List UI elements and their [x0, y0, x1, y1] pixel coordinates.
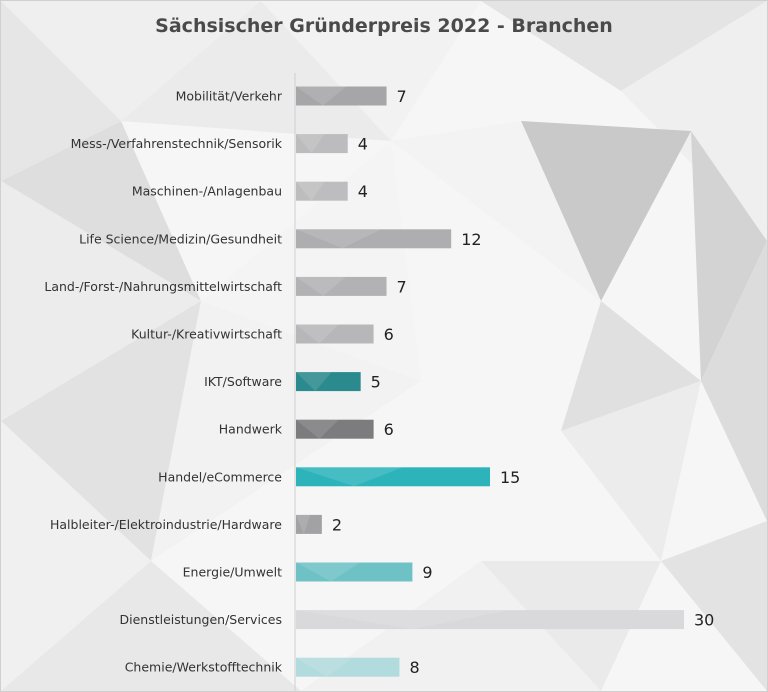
bars-layer: Mobilität/Verkehr 7 Mess-/Verfahrenstechni…	[44, 86, 714, 677]
data-label: 2	[332, 515, 342, 534]
bar[interactable]	[296, 514, 322, 534]
category-label: Kultur-/Kreativwirtschaft	[131, 327, 282, 342]
bar[interactable]	[296, 610, 684, 630]
bar[interactable]	[296, 562, 413, 582]
data-label: 5	[371, 373, 381, 392]
bar[interactable]	[296, 419, 374, 439]
bar-facet	[296, 610, 510, 630]
data-label: 7	[397, 87, 407, 106]
category-label: Mess-/Verfahrenstechnik/Sensorik	[71, 136, 283, 151]
bar[interactable]	[296, 657, 400, 677]
data-label: 15	[500, 468, 520, 487]
data-label: 12	[461, 230, 481, 249]
category-label: Energie/Umwelt	[183, 565, 282, 580]
bar-facet	[296, 324, 339, 344]
bar-facet	[296, 276, 346, 296]
bar-facet	[296, 419, 339, 439]
bar-facet	[296, 562, 361, 582]
category-label: Dienstleistungen/Services	[120, 612, 283, 627]
bar[interactable]	[296, 86, 387, 106]
bar-facet	[296, 467, 403, 487]
data-label: 7	[397, 277, 407, 296]
bar-facet	[296, 134, 325, 154]
bar[interactable]	[296, 181, 348, 201]
category-label: Handwerk	[219, 422, 283, 437]
bar-facet	[296, 181, 325, 201]
bar-facet	[296, 657, 353, 677]
bar-facet	[296, 86, 346, 106]
chart-title: Sächsischer Gründerpreis 2022 - Branchen	[155, 15, 613, 37]
data-label: 6	[384, 325, 394, 344]
category-label: Maschinen-/Anlagenbau	[132, 184, 282, 199]
category-label: Halbleiter-/Elektroindustrie/Hardware	[50, 517, 282, 532]
bar[interactable]	[296, 134, 348, 154]
category-label: Chemie/Werkstofftechnik	[125, 660, 283, 675]
data-label: 30	[694, 611, 714, 630]
category-label: Handel/eCommerce	[158, 469, 282, 484]
bar-facet	[296, 229, 382, 249]
data-label: 6	[384, 420, 394, 439]
data-label: 4	[358, 135, 368, 154]
bar[interactable]	[296, 229, 452, 249]
data-label: 8	[409, 658, 419, 677]
category-label: Land-/Forst-/Nahrungsmittelwirtschaft	[44, 279, 282, 294]
data-label: 9	[422, 563, 432, 582]
category-label: Life Science/Medizin/Gesundheit	[79, 231, 282, 246]
bar[interactable]	[296, 324, 374, 344]
category-label: Mobilität/Verkehr	[176, 89, 283, 104]
data-label: 4	[358, 182, 368, 201]
bar-facet	[296, 372, 332, 392]
bar[interactable]	[296, 467, 490, 487]
bar-facet	[296, 514, 311, 534]
bar[interactable]	[296, 372, 361, 392]
bar[interactable]	[296, 276, 387, 296]
category-label: IKT/Software	[204, 374, 282, 389]
